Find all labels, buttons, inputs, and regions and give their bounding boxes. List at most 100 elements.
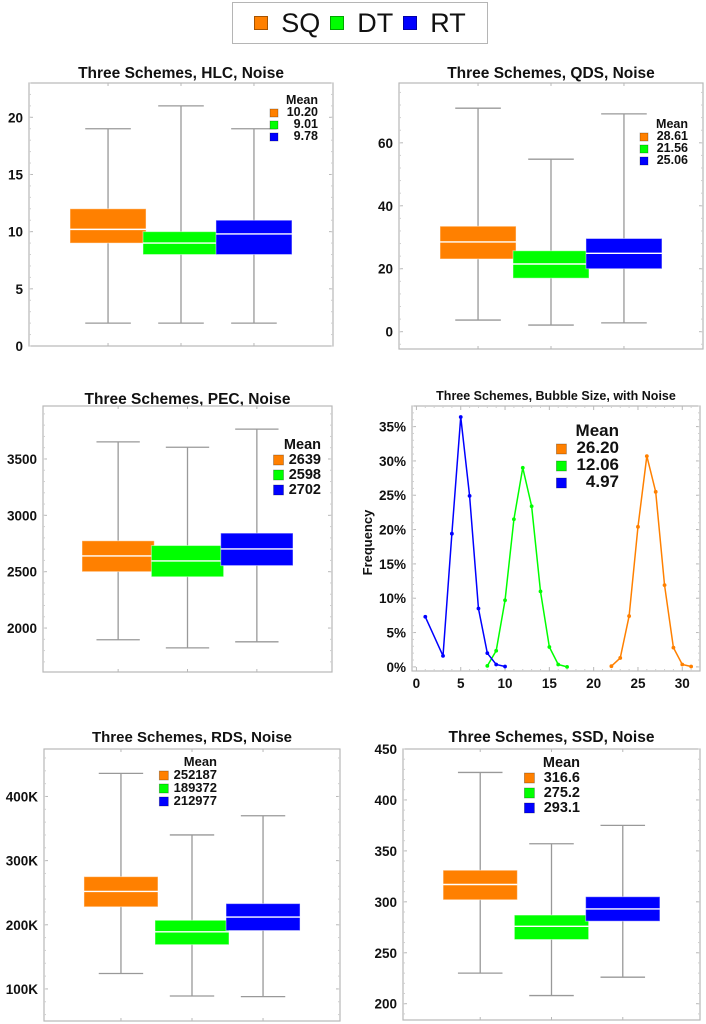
box-rt — [585, 113, 663, 324]
y-tick-label: 35% — [379, 420, 406, 435]
y-tick-label: 2000 — [7, 621, 37, 636]
data-point — [671, 645, 676, 650]
box-sq — [81, 441, 155, 641]
series-line — [610, 455, 692, 668]
data-point — [476, 606, 481, 611]
mean-legend-swatch-sq — [524, 772, 535, 784]
box-iqr — [513, 914, 590, 941]
y-tick-label: 2500 — [7, 565, 37, 580]
data-point — [441, 653, 445, 658]
data-point — [449, 531, 454, 536]
box-dt — [142, 105, 220, 324]
data-point — [538, 589, 543, 594]
box-rt — [585, 824, 661, 978]
series-line — [424, 416, 506, 668]
y-tick-label: 40 — [378, 199, 393, 214]
box-dt — [154, 834, 230, 997]
mean-legend-value-rt: 293.1 — [544, 800, 580, 816]
chart-rds: Three Schemes, RDS, Noise 100K 200K 300K 400… — [6, 729, 341, 1022]
data-point — [565, 664, 569, 669]
data-point — [627, 614, 632, 618]
mean-legend-swatch-dt — [158, 783, 169, 794]
data-point — [609, 664, 614, 669]
box-sq — [439, 107, 517, 321]
mean-legend-swatch-rt — [269, 132, 279, 142]
mean-legend-value-sq: 316.6 — [544, 770, 580, 786]
mean-legend-value-dt: 189372 — [174, 780, 217, 795]
mean-legend-swatch-sq — [639, 132, 649, 142]
chart-title: Three Schemes, QDS, Noise — [447, 65, 655, 82]
mean-legend-value-sq: 252187 — [174, 767, 217, 782]
data-point — [494, 648, 499, 653]
data-point — [485, 651, 490, 656]
box-dt — [150, 446, 225, 649]
chart-ssd: Three Schemes, SSD, Noise 200 250 300 350 400… — [374, 729, 701, 1021]
mean-legend-swatch-dt — [269, 120, 279, 130]
y-tick-label: 0 — [385, 325, 393, 340]
x-tick-label: 10 — [498, 676, 513, 691]
y-tick-label: 15 — [8, 167, 24, 182]
data-point — [644, 454, 649, 459]
mean-legend-swatch-rt — [556, 477, 567, 489]
mean-legend-swatch-sq — [158, 770, 169, 781]
y-tick-label: 400K — [6, 789, 39, 804]
y-tick-label: 350 — [374, 844, 397, 859]
box-sq — [83, 772, 159, 975]
mean-legend-swatch-sq — [273, 454, 284, 466]
mean-legend-value-rt: 25.06 — [657, 153, 688, 167]
chart-bubble: Three Schemes, Bubble Size, with Noise 0%… — [360, 389, 701, 691]
data-point — [503, 598, 507, 603]
data-point — [512, 517, 516, 522]
mean-legend-swatch-rt — [273, 484, 284, 496]
mean-legend-value-rt: 2702 — [289, 482, 321, 498]
y-tick-label: 60 — [378, 136, 393, 151]
mean-legend-title: Mean — [656, 117, 688, 131]
data-point — [485, 663, 490, 668]
data-point — [547, 645, 552, 649]
data-point — [618, 656, 623, 660]
plot-frame — [411, 405, 701, 672]
data-point — [494, 662, 499, 667]
series-sq — [609, 454, 694, 669]
x-tick-label: 30 — [675, 676, 690, 691]
x-tick-label: 20 — [586, 676, 601, 691]
data-point — [689, 664, 694, 669]
mean-legend-title: Mean — [184, 754, 217, 769]
mean-legend-title: Mean — [576, 421, 619, 440]
data-point — [423, 614, 428, 619]
x-tick-label: 0 — [413, 676, 421, 691]
mean-legend-swatch-dt — [556, 460, 567, 472]
mean-legend-swatch-sq — [269, 108, 279, 118]
mean-legend-value-sq: 26.20 — [576, 438, 619, 457]
mean-legend-value-rt: 9.78 — [294, 129, 318, 143]
legend-swatch-dt — [330, 16, 345, 30]
mean-legend-swatch-dt — [273, 469, 284, 481]
y-tick-label: 200 — [374, 997, 397, 1012]
y-tick-label: 400 — [374, 793, 397, 808]
mean-legend-title: Mean — [543, 755, 580, 771]
data-point — [636, 524, 640, 529]
mean-legend-value-dt: 21.56 — [657, 141, 688, 155]
y-tick-label: 20% — [379, 523, 406, 538]
mean-legend-value-dt: 12.06 — [576, 455, 619, 474]
y-tick-label: 20 — [378, 262, 393, 277]
box-iqr — [215, 219, 293, 256]
data-point — [680, 662, 685, 667]
y-tick-label: 20 — [8, 110, 23, 125]
box-sq — [442, 771, 518, 974]
mean-legend-swatch-dt — [639, 144, 649, 154]
top-legend: SQ DT RT — [232, 2, 488, 44]
mean-legend-value-rt: 212977 — [174, 793, 217, 808]
y-axis-label: Frequency — [360, 509, 375, 576]
data-point — [653, 489, 658, 494]
chart-qds: Three Schemes, QDS, Noise 0 20 40 60 Mean28.6… — [378, 65, 704, 350]
box-iqr — [69, 208, 147, 244]
mean-legend-value-dt: 9.01 — [294, 117, 318, 131]
mean-legend-title: Mean — [284, 437, 321, 453]
y-tick-label: 250 — [374, 946, 397, 961]
x-tick-label: 5 — [457, 676, 465, 691]
legend-label-rt: RT — [430, 7, 466, 38]
y-tick-label: 5 — [15, 282, 23, 297]
data-point — [503, 664, 507, 669]
